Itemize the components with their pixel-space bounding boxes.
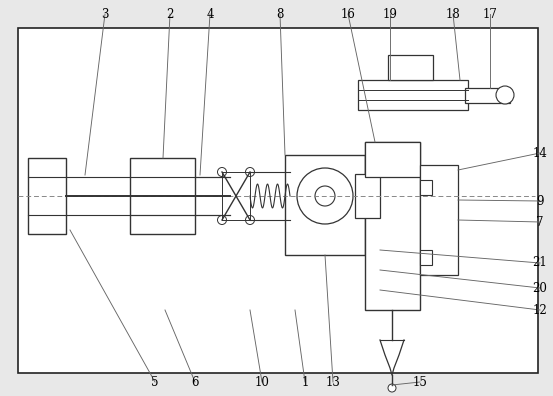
- Text: 7: 7: [536, 215, 544, 228]
- Circle shape: [496, 86, 514, 104]
- Bar: [420, 165, 458, 275]
- Text: 9: 9: [536, 194, 544, 208]
- Circle shape: [297, 168, 353, 224]
- Text: 2: 2: [166, 8, 174, 21]
- Text: 10: 10: [254, 375, 269, 388]
- Bar: [365, 142, 420, 310]
- Circle shape: [217, 215, 227, 225]
- Text: 14: 14: [533, 147, 547, 160]
- Circle shape: [217, 168, 227, 177]
- Bar: [465, 88, 510, 103]
- Text: 1: 1: [301, 375, 309, 388]
- Text: 15: 15: [413, 375, 427, 388]
- Bar: [18, 28, 538, 373]
- Text: 3: 3: [101, 8, 109, 21]
- Bar: [388, 55, 433, 80]
- Circle shape: [388, 384, 396, 392]
- Circle shape: [315, 186, 335, 206]
- Text: 12: 12: [533, 303, 547, 316]
- Text: 17: 17: [483, 8, 498, 21]
- Bar: [28, 158, 66, 234]
- Bar: [355, 174, 380, 218]
- Bar: [285, 155, 365, 255]
- Text: 18: 18: [446, 8, 461, 21]
- Bar: [420, 250, 432, 265]
- Circle shape: [246, 168, 254, 177]
- Text: 16: 16: [341, 8, 356, 21]
- Text: 13: 13: [326, 375, 341, 388]
- Bar: [358, 80, 468, 110]
- Circle shape: [246, 215, 254, 225]
- Text: 21: 21: [533, 257, 547, 270]
- Text: 4: 4: [206, 8, 214, 21]
- Bar: [365, 142, 420, 177]
- Text: 5: 5: [152, 375, 159, 388]
- Text: 8: 8: [276, 8, 284, 21]
- Text: 20: 20: [533, 282, 547, 295]
- Bar: [130, 158, 195, 234]
- Text: 19: 19: [383, 8, 398, 21]
- Text: 6: 6: [191, 375, 199, 388]
- Bar: [420, 180, 432, 195]
